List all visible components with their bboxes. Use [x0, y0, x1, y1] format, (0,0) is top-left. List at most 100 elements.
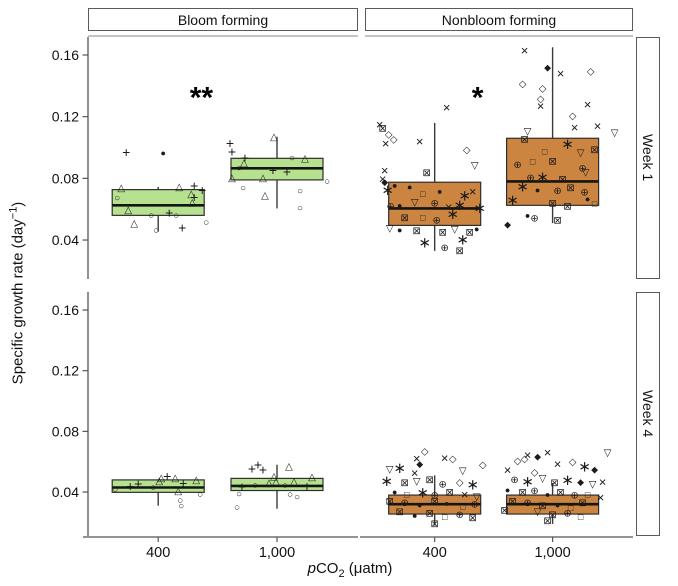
- data-point-diamond: ◇: [479, 460, 487, 471]
- data-point-square-x: ⊠: [468, 513, 476, 524]
- boxplot-box: [506, 137, 600, 206]
- data-point-circle-plus: ⊕: [513, 160, 521, 171]
- data-point-square-x: ⊠: [430, 496, 438, 507]
- data-point-square-x: ⊠: [548, 157, 556, 168]
- facet-strip-label: Bloom forming: [177, 11, 269, 28]
- facet-strip-nonbloom-forming: Nonbloom forming: [365, 8, 633, 31]
- data-point-circle-plus: ⊕: [470, 499, 478, 510]
- data-point-circle-filled: ●: [437, 186, 442, 196]
- data-point-square: □: [568, 503, 574, 513]
- data-point-tri-down: ▽: [411, 198, 419, 209]
- data-point-plus: +: [198, 182, 206, 198]
- data-point-circle-plus: ⊕: [510, 475, 518, 486]
- data-point-triangle: △: [192, 475, 200, 486]
- data-point-circle-plus: ⊕: [400, 498, 408, 509]
- data-point-plus: +: [254, 457, 262, 473]
- data-point-diamond: ◇: [587, 66, 595, 77]
- data-point-cross: ×: [416, 134, 424, 149]
- data-point-circle: ○: [203, 218, 209, 229]
- data-point-plus: +: [126, 478, 134, 494]
- data-point-circle: ○: [252, 480, 258, 491]
- data-point-diamond: ◇: [390, 134, 398, 145]
- data-point-triangle: △: [117, 183, 125, 194]
- y-tick-label: 0.08: [52, 170, 79, 186]
- x-tick-label: 1,000: [259, 545, 295, 561]
- data-point-square-x: ⊠: [518, 487, 526, 498]
- data-point-asterisk: ∗: [578, 459, 591, 476]
- data-point-cross: ×: [571, 120, 579, 135]
- data-point-tri-down: ▽: [524, 127, 532, 138]
- data-point-square-x: ⊠: [425, 475, 433, 486]
- data-point-square-x: ⊠: [578, 498, 586, 509]
- data-point-cross: ×: [599, 475, 607, 490]
- data-point-triangle: △: [155, 476, 163, 487]
- data-point-circle: ○: [114, 193, 120, 204]
- data-point-plus: +: [241, 150, 249, 166]
- data-point-circle: ○: [153, 225, 159, 236]
- data-point-circle-plus: ⊕: [580, 188, 588, 199]
- data-point-circle: ○: [234, 502, 240, 513]
- data-point-circle: ○: [112, 484, 118, 495]
- data-point-cross: ×: [413, 451, 421, 466]
- data-point-square-x: ⊠: [520, 134, 528, 145]
- data-point-cross: ×: [584, 97, 592, 112]
- data-point-diamond: ◇: [569, 457, 577, 468]
- boxplot-box: [111, 189, 205, 216]
- data-point-circle: ○: [282, 480, 288, 491]
- data-point-triangle: △: [290, 477, 298, 488]
- data-point-square-x: ⊠: [508, 496, 516, 507]
- data-point-circle: ○: [240, 183, 246, 194]
- data-point-diamond-filled: ◆: [416, 459, 423, 469]
- data-point-circle: ○: [173, 211, 179, 222]
- data-point-square-x: ⊠: [556, 487, 564, 498]
- data-point-plus: +: [165, 204, 173, 220]
- data-point-triangle: △: [272, 477, 280, 488]
- data-point-tri-down: ▽: [604, 448, 612, 459]
- data-point-square-x: ⊠: [400, 478, 408, 489]
- data-point-triangle: △: [174, 486, 182, 497]
- data-point-asterisk: ∗: [456, 232, 469, 249]
- data-point-circle-plus: ⊕: [432, 215, 440, 226]
- data-point-tri-down: ▽: [611, 128, 619, 139]
- data-point-circle-filled: ●: [160, 148, 165, 158]
- boxplot-box: [230, 477, 324, 492]
- data-point-circle-filled: ●: [545, 489, 550, 499]
- data-point-diamond-filled: ◆: [381, 177, 388, 187]
- y-tick-label: 0.16: [52, 302, 79, 318]
- data-point-triangle: △: [285, 462, 293, 473]
- data-point-cross: ×: [554, 456, 562, 471]
- data-point-cross: ×: [382, 136, 390, 151]
- data-point-square-x: ⊠: [438, 228, 446, 239]
- data-point-tri-down: ▽: [386, 465, 394, 476]
- data-point-circle: ○: [287, 490, 293, 501]
- data-point-asterisk: ∗: [506, 192, 519, 209]
- data-point-tri-down: ▽: [539, 474, 547, 485]
- data-point-square-x: ⊠: [563, 201, 571, 212]
- data-point-triangle: △: [270, 471, 278, 482]
- data-point-circle-plus: ⊕: [530, 214, 538, 225]
- data-point-tri-down: ▽: [451, 225, 459, 236]
- data-point-asterisk: ∗: [418, 235, 431, 252]
- y-axis-title: Specific growth rate (day−1): [7, 201, 27, 385]
- data-point-triangle: △: [228, 173, 236, 184]
- data-point-diamond: ◇: [449, 454, 457, 465]
- data-point-circle-filled: ●: [392, 180, 397, 190]
- data-point-diamond: ◇: [569, 111, 577, 122]
- data-point-cross: ×: [557, 66, 565, 81]
- data-point-tri-down: ▽: [577, 148, 585, 159]
- data-point-tri-down: ▽: [413, 477, 421, 488]
- data-point-circle: ○: [294, 492, 300, 503]
- data-point-diamond-filled: ◆: [504, 220, 511, 230]
- data-point-asterisk: ∗: [521, 474, 534, 491]
- data-point-circle-plus: ⊕: [523, 498, 531, 509]
- data-point-square: □: [530, 156, 536, 166]
- data-point-diamond: ◇: [521, 454, 529, 465]
- data-point-circle: ○: [236, 163, 242, 174]
- data-point-circle-plus: ⊕: [430, 198, 438, 209]
- data-point-square-x: ⊠: [590, 145, 598, 156]
- data-point-square-x: ⊠: [430, 519, 438, 530]
- y-tick-label: 0.12: [52, 363, 79, 379]
- data-point-asterisk: ∗: [473, 200, 486, 217]
- data-point-plus: +: [259, 461, 267, 477]
- data-point-circle: ○: [289, 153, 295, 164]
